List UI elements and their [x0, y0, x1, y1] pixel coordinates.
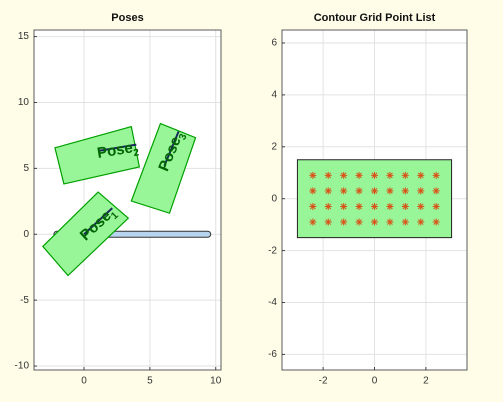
grid-point	[401, 187, 409, 195]
grid-point	[355, 202, 363, 210]
grid-point	[355, 171, 363, 179]
axes-background	[34, 30, 221, 370]
x-tick-label: 0	[372, 376, 378, 387]
y-tick-label: -5	[20, 295, 29, 306]
y-tick-label: 2	[271, 141, 277, 152]
y-tick-label: -2	[268, 245, 277, 256]
pose-label-subscript: 3	[177, 132, 189, 142]
y-tick-label: 0	[23, 229, 29, 240]
grid-point	[371, 171, 378, 179]
y-tick-label: -4	[268, 297, 277, 308]
grid-point	[386, 187, 394, 195]
grid-point	[371, 187, 378, 195]
grid-point	[417, 187, 425, 195]
grid-point	[432, 171, 440, 179]
y-tick-label: 0	[271, 193, 277, 204]
y-tick-label: -6	[268, 349, 277, 360]
grid-point	[340, 187, 348, 195]
grid-point	[355, 218, 363, 226]
axes-box	[33, 29, 222, 371]
grid-point	[432, 187, 440, 195]
grid-point	[309, 218, 317, 226]
grid-point	[417, 202, 425, 210]
axes-box	[281, 29, 468, 371]
pose-heading	[83, 207, 113, 235]
grid-point	[309, 187, 317, 195]
y-tick-label: 6	[271, 38, 277, 49]
grid-point	[371, 218, 378, 226]
grid-point	[340, 171, 348, 179]
y-tick-label: -10	[15, 361, 30, 372]
pose-label-subscript: 2	[133, 147, 141, 159]
grid-point	[432, 202, 440, 210]
grid-point	[386, 218, 394, 226]
pose-footprint	[54, 125, 141, 185]
grid-region	[296, 159, 453, 239]
grid-point	[386, 171, 394, 179]
grid-point	[340, 202, 348, 210]
grid-point	[355, 187, 363, 195]
grid-point	[309, 202, 317, 210]
grid-point	[432, 218, 440, 226]
grid-point	[324, 171, 332, 179]
grid-point	[401, 218, 409, 226]
grid-point	[324, 218, 332, 226]
grid-point	[371, 202, 378, 210]
x-tick-label: 2	[423, 376, 429, 387]
pose-footprint	[130, 122, 197, 214]
x-tick-label: 10	[210, 376, 222, 387]
grid-point	[417, 218, 425, 226]
x-tick-label: 0	[81, 376, 87, 387]
pose-label: Pose2	[96, 138, 141, 165]
pose-heading	[163, 131, 180, 167]
pose-label-subscript: 1	[109, 210, 121, 222]
grid-point	[417, 171, 425, 179]
grid-point	[401, 202, 409, 210]
grid-point	[386, 202, 394, 210]
pose-heading	[99, 143, 137, 152]
grid-point	[309, 171, 317, 179]
chart-title: Contour Grid Point List	[314, 12, 436, 24]
x-tick-label: -2	[319, 376, 328, 387]
grid-point	[401, 171, 409, 179]
grid-point	[324, 202, 332, 210]
grid-point	[324, 187, 332, 195]
y-tick-label: 4	[271, 90, 277, 101]
x-tick-label: 5	[147, 376, 153, 387]
chart-title: Poses	[111, 12, 143, 24]
y-tick-label: 15	[18, 31, 30, 42]
grid-point	[340, 218, 348, 226]
y-tick-label: 5	[23, 163, 29, 174]
pose-label-text: Pose	[96, 139, 134, 162]
y-tick-label: 10	[18, 97, 30, 108]
